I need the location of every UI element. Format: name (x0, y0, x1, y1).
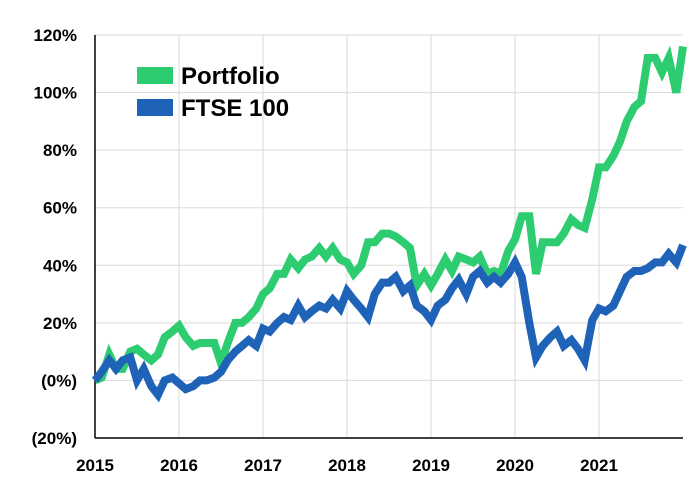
y-tick-label: 20% (43, 314, 77, 333)
x-tick-label: 2019 (412, 456, 450, 475)
y-tick-label: (0%) (41, 371, 77, 390)
series-line-0 (93, 45, 687, 385)
series-line-1 (91, 243, 687, 403)
y-tick-label: 80% (43, 141, 77, 160)
x-tick-label: 2021 (580, 456, 618, 475)
y-tick-label: 100% (34, 84, 77, 103)
y-tick-label: 40% (43, 256, 77, 275)
y-tick-label: (20%) (32, 429, 77, 448)
x-tick-label: 2020 (496, 456, 534, 475)
x-tick-label: 2018 (328, 456, 366, 475)
legend-swatch-0 (137, 67, 173, 84)
tick-labels: 120% 100% 80% 60% 40% 20% (0%) (20%) 2015 2016 201… (32, 26, 618, 475)
legend-label-1: FTSE 100 (181, 95, 289, 122)
legend-label-0: Portfolio (181, 63, 280, 90)
x-tick-label: 2017 (244, 456, 282, 475)
x-tick-label: 2015 (76, 456, 114, 475)
y-tick-label: 60% (43, 199, 77, 218)
x-tick-label: 2016 (160, 456, 198, 475)
legend: Portfolio FTSE 100 (137, 63, 289, 122)
gridlines (95, 34, 683, 438)
series-lines (91, 45, 687, 403)
legend-swatch-1 (137, 99, 173, 116)
axes (94, 35, 683, 439)
y-tick-label: 120% (34, 26, 77, 45)
